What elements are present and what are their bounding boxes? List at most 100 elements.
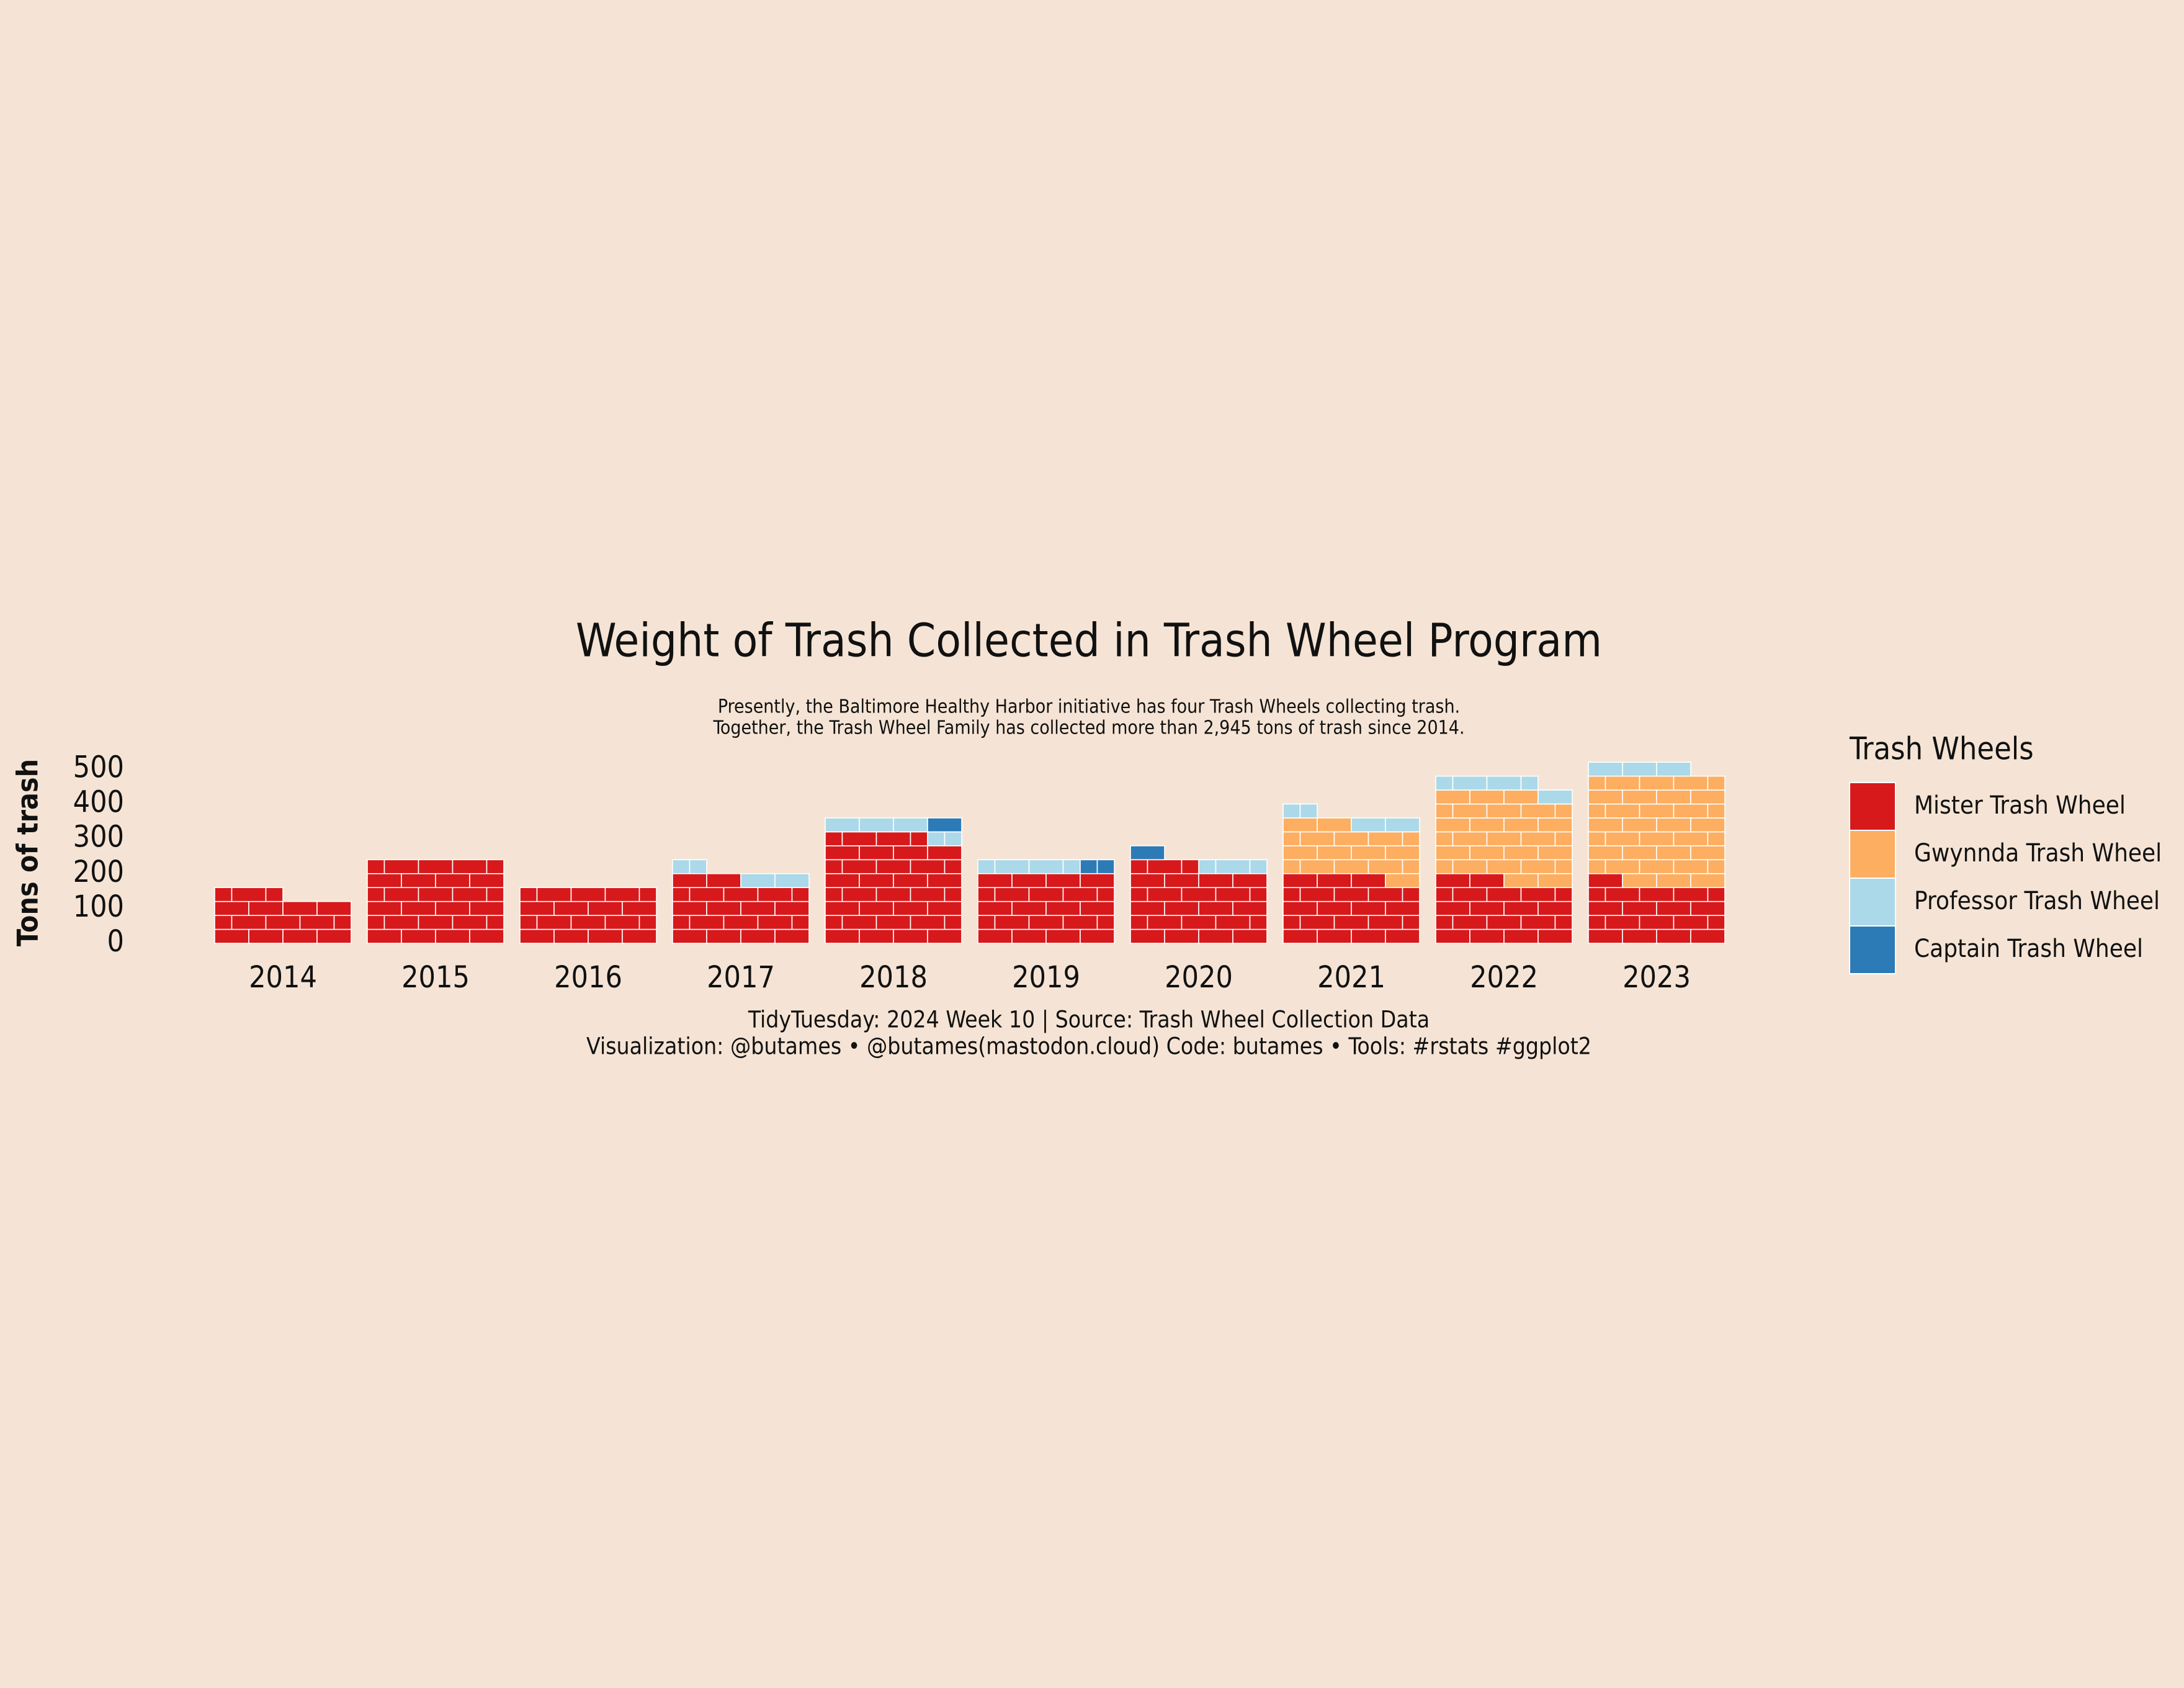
brick (452, 859, 488, 874)
brick (1317, 928, 1352, 944)
brick (825, 873, 860, 889)
brick (1282, 803, 1301, 819)
brick (927, 928, 962, 944)
brick (825, 831, 843, 846)
brick (1673, 831, 1709, 846)
brick (1486, 803, 1522, 819)
y-tick-label: 300 (73, 820, 124, 855)
brick (927, 900, 962, 916)
brick (1588, 928, 1623, 944)
brick (1486, 859, 1522, 874)
brick (1028, 887, 1064, 902)
x-tick-label: 2018 (859, 960, 928, 995)
brick (977, 887, 996, 902)
brick (1554, 831, 1573, 846)
brick (1317, 845, 1352, 861)
brick (825, 900, 860, 916)
legend-label: Professor Trash Wheel (1914, 887, 2160, 915)
brick (927, 831, 946, 846)
brick (1198, 900, 1233, 916)
bar-segment (519, 887, 657, 944)
brick (672, 915, 691, 930)
brick (299, 915, 335, 930)
bar-segment (1282, 817, 1420, 889)
legend-key (1849, 925, 1896, 974)
brick (1452, 859, 1488, 874)
brick (231, 887, 267, 902)
brick (1469, 873, 1505, 889)
brick (1096, 887, 1115, 902)
brick (1690, 928, 1725, 944)
brick (282, 900, 318, 916)
brick (774, 928, 810, 944)
brick (401, 928, 436, 944)
brick (570, 887, 606, 902)
brick (1435, 873, 1470, 889)
brick (638, 915, 657, 930)
y-tick-label: 200 (73, 855, 124, 889)
brick (1130, 859, 1148, 874)
x-tick-label: 2020 (1165, 960, 1233, 995)
brick (1351, 817, 1386, 833)
brick (1588, 873, 1623, 889)
brick (1181, 915, 1217, 930)
brick (265, 887, 284, 902)
brick (1351, 900, 1386, 916)
brick (1452, 915, 1488, 930)
caption: TidyTuesday: 2024 Week 10 | Source: Tras… (748, 1007, 1430, 1033)
brick (1520, 887, 1556, 902)
brick (1588, 859, 1606, 874)
brick (1028, 915, 1064, 930)
brick (1554, 803, 1573, 819)
brick (893, 928, 928, 944)
brick (1164, 928, 1199, 944)
bar-segment (1588, 873, 1725, 944)
brick (977, 873, 1013, 889)
brick (1435, 915, 1454, 930)
brick (859, 900, 894, 916)
brick (1520, 831, 1556, 846)
brick (723, 887, 759, 902)
brick (1367, 831, 1403, 846)
x-tick-label: 2014 (249, 960, 317, 995)
bar-segment (1130, 845, 1165, 861)
brick (1673, 915, 1709, 930)
brick (282, 928, 318, 944)
legend-label: Gwynnda Trash Wheel (1914, 839, 2162, 868)
brick (367, 928, 402, 944)
x-tick-label: 2017 (707, 960, 775, 995)
brick (1385, 900, 1420, 916)
brick (774, 900, 810, 916)
bar-segment (1282, 803, 1420, 833)
brick (1707, 887, 1725, 902)
brick (1690, 900, 1725, 916)
brick (1198, 928, 1233, 944)
brick (418, 859, 454, 874)
brick (1130, 915, 1148, 930)
bar-segment (927, 817, 962, 833)
brick (1028, 859, 1064, 874)
brick (536, 887, 572, 902)
bar-segment (214, 887, 352, 944)
brick (1147, 887, 1183, 902)
brick (622, 900, 657, 916)
x-tick-label: 2015 (401, 960, 470, 995)
brick (1503, 789, 1539, 805)
brick (1096, 859, 1115, 874)
brick (367, 915, 385, 930)
brick (1588, 831, 1606, 846)
brick (1537, 900, 1573, 916)
brick (706, 928, 741, 944)
brick (1367, 915, 1403, 930)
brick (994, 915, 1030, 930)
brick (825, 928, 860, 944)
brick (757, 887, 793, 902)
brick (435, 873, 470, 889)
brick (1588, 761, 1623, 777)
brick (1435, 887, 1454, 902)
brick (1130, 887, 1148, 902)
brick (316, 928, 352, 944)
brick (1435, 859, 1454, 874)
brick (1604, 775, 1640, 791)
